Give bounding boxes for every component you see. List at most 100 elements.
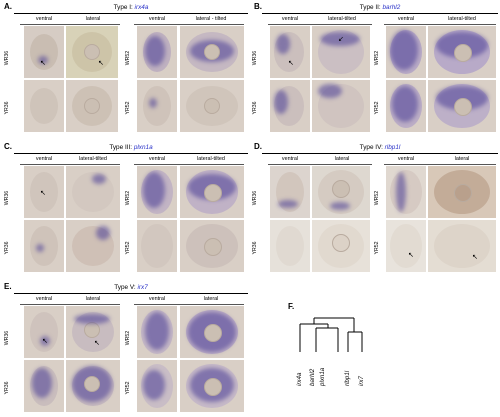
col-label: ventral — [35, 16, 53, 22]
row-label: YR52 — [125, 101, 131, 115]
panel-title: Type III: plxn1a — [14, 144, 248, 151]
panel-e: E. Type V: irx7 ventral lateral ventral … — [0, 280, 248, 417]
row-label: WR52 — [125, 50, 131, 66]
panel-title: Type I: irx4a — [14, 4, 248, 11]
arrow-icon: ↖ — [40, 190, 46, 197]
embryo-image — [137, 220, 177, 272]
embryo-image — [180, 360, 244, 412]
leaf-label: rlbp1l — [344, 370, 351, 386]
row-label: WR36 — [252, 50, 258, 66]
embryo-image — [180, 80, 244, 132]
leaf-label: plxn1a — [319, 367, 326, 386]
row-label: WR36 — [4, 50, 10, 66]
panel-label: A. — [4, 2, 12, 11]
panel-label: D. — [254, 142, 262, 151]
panel-label: C. — [4, 142, 12, 151]
arrow-icon: ↖ — [94, 340, 100, 347]
col-label: ventral — [35, 156, 53, 162]
embryo-image — [428, 26, 496, 78]
col-label: ventral — [35, 296, 53, 302]
type-label: Type V: — [114, 284, 136, 291]
embryo-image — [270, 220, 310, 272]
col-label: lateral-tilted — [79, 156, 107, 162]
panel-f: F. irx4a barhl2 plxn1a rlbp1l irx7 — [252, 280, 500, 417]
panel-a: A. Type I: irx4a ventral lateral ventral… — [0, 0, 248, 140]
row-label: YR36 — [252, 241, 258, 255]
embryo-image — [66, 80, 118, 132]
arrow-icon: ↖ — [472, 254, 478, 261]
arrow-icon: ↖ — [408, 252, 414, 259]
row-label: YR52 — [125, 381, 131, 395]
gene-name: plxn1a — [133, 144, 153, 151]
panel-d: D. Type IV: rlbp1l ventral lateral ventr… — [252, 140, 500, 280]
panel-title: Type V: irx7 — [14, 284, 248, 291]
arrow-icon: ↖ — [42, 338, 48, 345]
embryo-image: ↖ — [24, 166, 64, 218]
embryo-image: ↖ — [24, 26, 64, 78]
row-label: YR52 — [374, 101, 380, 115]
row-label: WR52 — [125, 330, 131, 346]
row-label: WR36 — [4, 330, 10, 346]
embryo-image: ↖ — [66, 26, 118, 78]
gene-name: rlbp1l — [384, 144, 401, 151]
embryo-image — [386, 80, 426, 132]
col-label: ventral — [148, 296, 166, 302]
panel-label: B. — [254, 2, 262, 11]
embryo-image — [180, 220, 244, 272]
col-label: ventral — [148, 16, 166, 22]
embryo-image: ↖ — [428, 220, 496, 272]
row-label: WR36 — [252, 190, 258, 206]
embryo-image — [312, 220, 370, 272]
embryo-image — [137, 166, 177, 218]
col-label: ventral — [397, 16, 415, 22]
embryo-image — [24, 80, 64, 132]
row-label: WR52 — [125, 190, 131, 206]
panel-b: B. Type II: barhl2 ventral lateral-tilte… — [252, 0, 500, 140]
embryo-image — [180, 306, 244, 358]
row-label: YR52 — [374, 241, 380, 255]
embryo-image: ↖ — [386, 220, 426, 272]
row-label: YR36 — [4, 381, 10, 395]
embryo-image — [180, 26, 244, 78]
embryo-image — [66, 360, 120, 412]
type-label: Type II: — [359, 4, 381, 11]
type-label: Type IV: — [359, 144, 383, 151]
embryo-image — [312, 166, 370, 218]
embryo-image — [312, 80, 370, 132]
embryo-image — [66, 220, 120, 272]
embryo-image — [428, 166, 496, 218]
col-label: lateral - tilted — [195, 16, 227, 22]
gene-name: irx4a — [134, 4, 149, 11]
embryo-image — [24, 360, 64, 412]
embryo-image — [24, 220, 64, 272]
type-label: Type I: — [113, 4, 133, 11]
col-label: lateral-tilted — [448, 16, 476, 22]
col-label: ventral — [397, 156, 415, 162]
embryo-image — [428, 80, 496, 132]
arrow-icon: ↖ — [98, 60, 104, 67]
col-label: ventral — [281, 16, 299, 22]
embryo-image — [66, 166, 120, 218]
col-label: ventral — [281, 156, 299, 162]
col-label: lateral — [334, 156, 350, 162]
panel-label: F. — [288, 302, 295, 311]
arrow-icon: ↖ — [40, 60, 46, 67]
embryo-image: ↙ — [312, 26, 370, 78]
row-label: YR36 — [252, 101, 258, 115]
panel-title: Type II: barhl2 — [262, 4, 498, 11]
row-label: YR36 — [4, 101, 10, 115]
col-label: lateral-tilted — [197, 156, 225, 162]
row-label: WR36 — [4, 190, 10, 206]
leaf-label: irx4a — [296, 372, 303, 386]
col-label: lateral — [85, 16, 101, 22]
col-label: lateral — [203, 296, 219, 302]
embryo-image — [137, 306, 177, 358]
dendrogram — [299, 317, 363, 352]
embryo-image — [137, 360, 177, 412]
leaf-label: barhl2 — [309, 368, 316, 386]
gene-name: irx7 — [137, 284, 148, 291]
panel-label: E. — [4, 282, 12, 291]
row-label: YR52 — [125, 241, 131, 255]
type-label: Type III: — [109, 144, 133, 151]
embryo-image — [386, 166, 426, 218]
